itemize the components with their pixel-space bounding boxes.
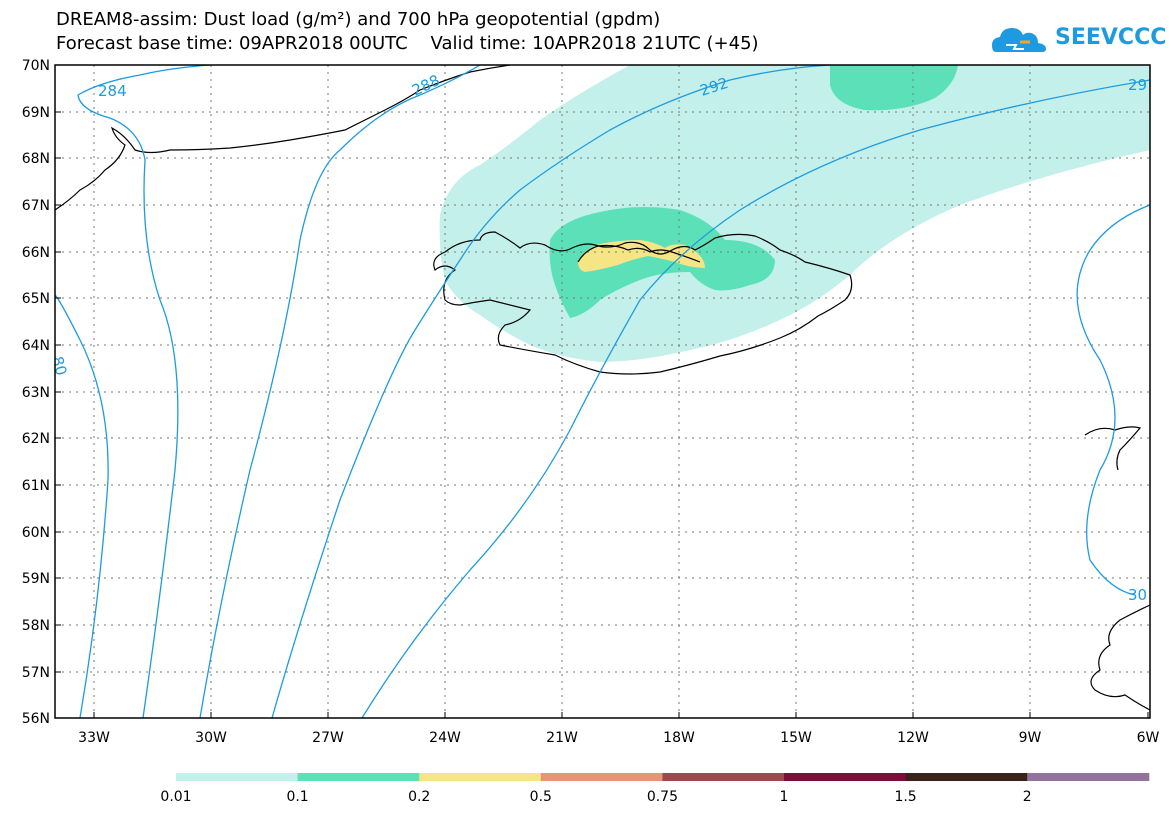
colorbar-label: 1 [780, 789, 789, 805]
lon-label: 27W [312, 730, 344, 746]
colorbar-label: 0.1 [286, 789, 308, 805]
colorbar-swatch [1027, 773, 1150, 781]
lon-label: 21W [546, 730, 578, 746]
lat-label: 68N [22, 151, 50, 167]
lat-label: 61N [22, 478, 50, 494]
colorbar-swatch [419, 773, 542, 781]
contour-label-29: 29 [1128, 76, 1147, 94]
lat-label: 58N [22, 618, 50, 634]
lat-label: 66N [22, 245, 50, 261]
colorbar: 0.01 0.1 0.2 0.5 0.75 1 1.5 2 [160, 773, 1150, 805]
axis-ticks [55, 64, 1149, 719]
lon-label: 9W [1019, 730, 1042, 746]
lat-label: 57N [22, 665, 50, 681]
lat-label: 63N [22, 385, 50, 401]
geopotential-contours [55, 65, 1150, 718]
cloud-icon [992, 28, 1046, 52]
colorbar-swatch [176, 773, 299, 781]
lon-label: 18W [663, 730, 695, 746]
colorbar-swatch [297, 773, 420, 781]
lat-label: 59N [22, 571, 50, 587]
lon-label: 15W [780, 730, 812, 746]
colorbar-label: 2 [1023, 789, 1032, 805]
lat-label: 65N [22, 291, 50, 307]
lat-label: 56N [22, 711, 50, 727]
coastline-faroe-scotland [1084, 426, 1150, 711]
latitude-labels: 70N 69N 68N 67N 66N 65N 64N 63N 62N 61N … [22, 58, 50, 727]
contour-label-80: 80 [48, 354, 70, 377]
lat-label: 60N [22, 525, 50, 541]
dust-area-0.2 [578, 240, 705, 272]
coastline-iceland [433, 231, 853, 375]
colorbar-label: 1.5 [894, 789, 916, 805]
longitude-labels: 33W 30W 27W 24W 21W 18W 15W 12W 9W 6W [78, 730, 1159, 746]
colorbar-swatch [784, 773, 907, 781]
dust-area-0.1-iceland [549, 206, 775, 318]
lat-label: 70N [22, 58, 50, 74]
lat-label: 64N [22, 338, 50, 354]
colorbar-label: 0.01 [160, 789, 191, 805]
lon-label: 33W [78, 730, 110, 746]
map-subtitle: Forecast base time: 09APR2018 00UTC Vali… [56, 33, 759, 54]
lat-label: 62N [22, 431, 50, 447]
colorbar-swatch [905, 773, 1028, 781]
dust-area-0.1-top [830, 65, 958, 111]
contour-label-30: 30 [1128, 586, 1147, 604]
lon-label: 6W [1137, 730, 1160, 746]
contour-label-284: 284 [98, 82, 127, 100]
map-title: DREAM8-assim: Dust load (g/m²) and 700 h… [56, 9, 661, 30]
colorbar-swatch [662, 773, 785, 781]
coastline-greenland [55, 65, 511, 211]
lon-label: 24W [429, 730, 461, 746]
colorbar-swatch [540, 773, 663, 781]
logo-text: SEEVCCC [1055, 25, 1167, 50]
lon-label: 30W [195, 730, 227, 746]
colorbar-label: 0.2 [408, 789, 430, 805]
lat-label: 67N [22, 198, 50, 214]
lat-label: 69N [22, 105, 50, 121]
colorbar-label: 0.5 [530, 789, 552, 805]
graticule [55, 65, 1150, 718]
colorbar-label: 0.75 [647, 789, 678, 805]
lon-label: 12W [897, 730, 929, 746]
